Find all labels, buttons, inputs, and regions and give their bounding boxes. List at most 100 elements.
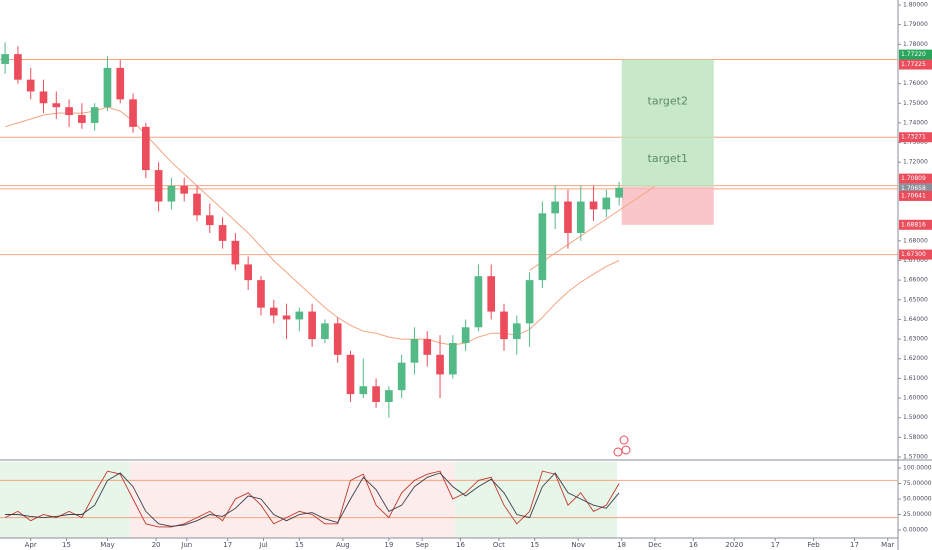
candle-body — [321, 323, 329, 340]
y-tick-label: 25.00000 — [903, 511, 932, 518]
candle-body — [410, 339, 419, 363]
candle-body — [282, 315, 291, 320]
candle-body — [1, 54, 9, 64]
price-label: 1.77225 — [901, 61, 926, 68]
x-tick-label: 17 — [850, 541, 859, 549]
y-tick-label: 1.80000 — [903, 2, 928, 9]
candle-body — [269, 307, 278, 316]
target-label: target1 — [648, 152, 688, 165]
y-tick-label: 1.59000 — [903, 414, 928, 421]
candle-body — [564, 201, 572, 233]
trendline — [529, 185, 656, 271]
price-label: 1.68816 — [901, 221, 926, 228]
y-tick-label: 75.00000 — [903, 480, 932, 487]
x-tick-label: 17 — [223, 541, 232, 549]
candle-body — [167, 185, 176, 202]
y-tick-label: 1.61000 — [903, 375, 928, 382]
x-tick-label: 19 — [384, 541, 393, 549]
candle-body — [512, 323, 521, 340]
candle-body — [103, 67, 112, 108]
target-label: target2 — [648, 95, 688, 108]
candle-body — [538, 213, 547, 281]
candle-body — [602, 197, 611, 210]
x-tick-label: Apr — [25, 541, 37, 549]
x-tick-label: Mar — [881, 541, 894, 549]
candle-body — [193, 193, 201, 216]
candle-body — [423, 339, 432, 355]
price-label: 1.70641 — [901, 192, 926, 199]
candle-body — [116, 67, 125, 100]
y-tick-label: 1.67000 — [903, 257, 928, 264]
candle-body — [295, 311, 304, 320]
x-tick-label: Feb — [807, 541, 820, 549]
x-tick-label: 16 — [689, 541, 698, 549]
candle-body — [449, 343, 457, 375]
candle-body — [487, 276, 496, 312]
candle-body — [436, 354, 444, 375]
y-tick-label: 1.64000 — [903, 316, 928, 323]
x-tick-label: May — [100, 541, 114, 549]
price-label: 1.73271 — [901, 134, 926, 141]
y-tick-label: 1.73000 — [903, 139, 928, 146]
candle-body — [525, 280, 534, 324]
x-tick-label: 18 — [617, 541, 626, 549]
candle-body — [461, 327, 470, 344]
stoch-zone-green — [0, 462, 130, 538]
x-tick-label: 15 — [530, 541, 539, 549]
loss-zone — [621, 186, 714, 225]
y-tick-label: 1.76000 — [903, 80, 928, 87]
y-tick-label: 1.66000 — [903, 277, 928, 284]
x-tick-label: 15 — [62, 541, 71, 549]
candle-body — [26, 79, 35, 92]
y-tick-label: 1.72000 — [903, 159, 928, 166]
candle-body — [385, 390, 393, 402]
candle-body — [551, 201, 560, 214]
y-tick-label: 1.75000 — [903, 100, 928, 107]
x-tick-label: 15 — [295, 541, 304, 549]
price-label-box — [899, 59, 932, 70]
profit-zone — [621, 59, 714, 187]
price-label-box — [899, 49, 932, 60]
x-tick-label: Aug — [336, 541, 350, 549]
x-tick-label: Nov — [571, 541, 585, 549]
price-label: 1.67300 — [901, 251, 926, 258]
y-tick-label: 1.63000 — [903, 336, 928, 343]
candle-body — [397, 362, 406, 391]
stoch-zone-green — [455, 462, 617, 538]
candle-body — [257, 280, 265, 308]
x-tick-label: Jul — [258, 541, 268, 549]
x-tick-label: Jun — [180, 541, 192, 549]
candle-body — [90, 107, 99, 123]
candle-body — [576, 201, 585, 233]
x-tick-label: 2020 — [725, 541, 743, 549]
price-label: 1.77220 — [901, 51, 926, 58]
price-label-box — [899, 219, 932, 230]
y-tick-label: 1.58000 — [903, 434, 928, 441]
event-icon[interactable] — [621, 445, 631, 455]
price-label: 1.70809 — [901, 175, 926, 182]
x-tick-label: 20 — [152, 541, 161, 549]
candle-body — [308, 311, 316, 340]
candle-body — [154, 170, 163, 202]
price-label: 1.70658 — [901, 185, 926, 192]
y-tick-label: 50.00000 — [903, 496, 932, 503]
x-tick-label: Sep — [416, 541, 430, 549]
y-tick-label: 0.00000 — [903, 527, 928, 534]
event-icons[interactable] — [613, 435, 631, 457]
candle-body — [474, 276, 483, 328]
y-tick-label: 1.57000 — [903, 454, 928, 461]
candle-body — [231, 240, 240, 265]
x-tick-label: Dec — [648, 541, 662, 549]
candle-body — [333, 323, 342, 355]
price-label-box — [899, 190, 932, 201]
event-icon[interactable] — [613, 447, 623, 457]
event-icon[interactable] — [619, 435, 629, 445]
stoch-line — [4, 470, 620, 528]
price-label-box — [899, 249, 932, 260]
x-tick-label: 16 — [456, 541, 465, 549]
price-label-box — [899, 173, 932, 184]
candle-body — [14, 54, 22, 80]
candle-body — [129, 99, 137, 127]
y-tick-label: 1.60000 — [903, 395, 928, 402]
